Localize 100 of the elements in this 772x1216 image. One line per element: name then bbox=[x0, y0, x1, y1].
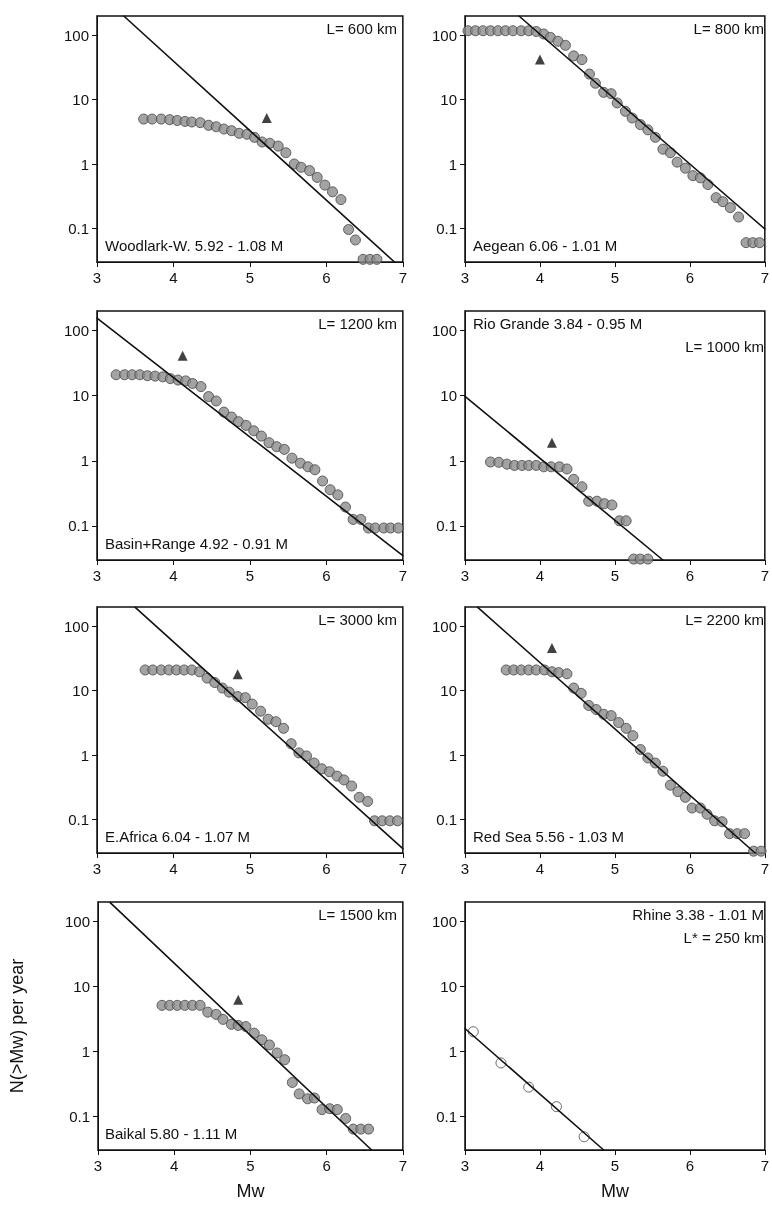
y-tick-label: 100 bbox=[63, 322, 89, 340]
annotation: Woodlark-W. 5.92 - 1.08 M bbox=[105, 237, 284, 254]
point bbox=[717, 196, 729, 208]
point bbox=[286, 1076, 298, 1088]
annotation: L= 600 km bbox=[326, 20, 398, 37]
x-tick-label: 4 bbox=[169, 567, 178, 584]
x-tick-label: 3 bbox=[460, 567, 470, 584]
point bbox=[561, 463, 573, 475]
x-tick-label: 5 bbox=[610, 567, 620, 584]
point bbox=[177, 350, 188, 361]
point bbox=[353, 791, 365, 803]
point bbox=[340, 1112, 352, 1124]
x-tick-label: 5 bbox=[610, 860, 620, 877]
x-tick-label: 6 bbox=[685, 567, 695, 584]
y-tick-label: 1 bbox=[80, 155, 89, 173]
x-tick-label: 7 bbox=[760, 567, 769, 584]
point bbox=[561, 668, 573, 680]
x-tick-label: 4 bbox=[535, 567, 545, 584]
y-tick-label: 0.1 bbox=[436, 810, 457, 828]
point bbox=[606, 499, 618, 511]
x-tick-label: 5 bbox=[610, 1157, 620, 1174]
x-axis-title: Mw bbox=[600, 1181, 630, 1201]
point bbox=[576, 54, 588, 66]
x-tick-label: 4 bbox=[535, 269, 545, 286]
x-tick-label: 7 bbox=[760, 1157, 769, 1174]
x-tick-label: 3 bbox=[92, 860, 102, 877]
point bbox=[392, 522, 404, 534]
y-tick-label: 1 bbox=[448, 452, 457, 470]
x-tick-label: 4 bbox=[535, 1157, 545, 1174]
point bbox=[278, 722, 290, 734]
point bbox=[248, 425, 260, 437]
point bbox=[309, 464, 321, 476]
point bbox=[343, 224, 355, 235]
point bbox=[362, 795, 374, 807]
x-tick-label: 5 bbox=[246, 1157, 255, 1174]
y-tick-label: 100 bbox=[64, 913, 90, 931]
annotation: L= 1500 km bbox=[318, 906, 398, 923]
x-tick-label: 7 bbox=[398, 1157, 407, 1174]
point bbox=[349, 234, 361, 246]
point bbox=[755, 845, 767, 857]
x-tick-label: 5 bbox=[245, 567, 255, 584]
point bbox=[642, 553, 654, 565]
annotation: Aegean 6.06 - 1.01 M bbox=[473, 237, 618, 254]
point bbox=[338, 774, 350, 786]
y-tick-label: 10 bbox=[440, 91, 457, 109]
point bbox=[331, 1104, 343, 1116]
point bbox=[286, 452, 298, 464]
x-tick-label: 5 bbox=[245, 269, 255, 286]
annotation: Basin+Range 4.92 - 0.91 M bbox=[105, 535, 289, 552]
point bbox=[239, 692, 251, 704]
point bbox=[568, 50, 580, 62]
point bbox=[294, 457, 306, 469]
x-tick-label: 7 bbox=[398, 860, 407, 877]
y-axis-title: N(>Mw) per year bbox=[7, 958, 27, 1094]
point bbox=[335, 194, 347, 206]
y-tick-label: 10 bbox=[440, 977, 457, 995]
point bbox=[304, 165, 316, 177]
x-tick-label: 3 bbox=[92, 269, 102, 286]
annotation: E.Africa 6.04 - 1.07 M bbox=[105, 828, 251, 845]
point bbox=[664, 147, 676, 159]
x-tick-label: 6 bbox=[322, 567, 331, 584]
point bbox=[739, 828, 751, 840]
point bbox=[272, 140, 284, 152]
point bbox=[679, 791, 691, 803]
x-tick-label: 4 bbox=[535, 860, 545, 877]
y-tick-label: 0.1 bbox=[436, 517, 457, 535]
point bbox=[724, 202, 736, 214]
y-tick-label: 100 bbox=[431, 26, 457, 44]
point bbox=[620, 515, 632, 527]
point bbox=[327, 186, 338, 198]
x-tick-label: 7 bbox=[760, 860, 769, 877]
point bbox=[371, 253, 383, 265]
y-tick-label: 1 bbox=[448, 155, 457, 173]
point bbox=[146, 113, 158, 125]
point bbox=[311, 171, 323, 183]
y-tick-label: 10 bbox=[440, 387, 457, 405]
annotation: L* = 250 km bbox=[683, 929, 764, 946]
y-tick-label: 0.1 bbox=[68, 810, 89, 828]
point bbox=[232, 669, 243, 680]
point bbox=[278, 443, 290, 455]
y-tick-label: 1 bbox=[80, 452, 89, 470]
x-tick-label: 6 bbox=[322, 860, 331, 877]
point bbox=[485, 456, 496, 468]
y-tick-label: 10 bbox=[73, 977, 90, 995]
point bbox=[559, 39, 571, 51]
annotation: Baikal 5.80 - 1.11 M bbox=[105, 1125, 238, 1142]
y-tick-label: 100 bbox=[431, 322, 457, 340]
annotation: Rio Grande 3.84 - 0.95 M bbox=[473, 315, 643, 332]
x-tick-label: 7 bbox=[398, 567, 407, 584]
y-tick-label: 1 bbox=[448, 1042, 457, 1060]
point bbox=[568, 473, 580, 485]
annotation: L= 3000 km bbox=[318, 611, 398, 628]
point bbox=[293, 1088, 305, 1100]
point bbox=[240, 419, 252, 431]
x-tick-label: 6 bbox=[322, 1157, 331, 1174]
point bbox=[546, 437, 557, 448]
x-tick-label: 5 bbox=[610, 269, 620, 286]
point bbox=[324, 484, 336, 496]
annotation: L= 800 km bbox=[693, 20, 765, 37]
point bbox=[271, 1047, 283, 1059]
